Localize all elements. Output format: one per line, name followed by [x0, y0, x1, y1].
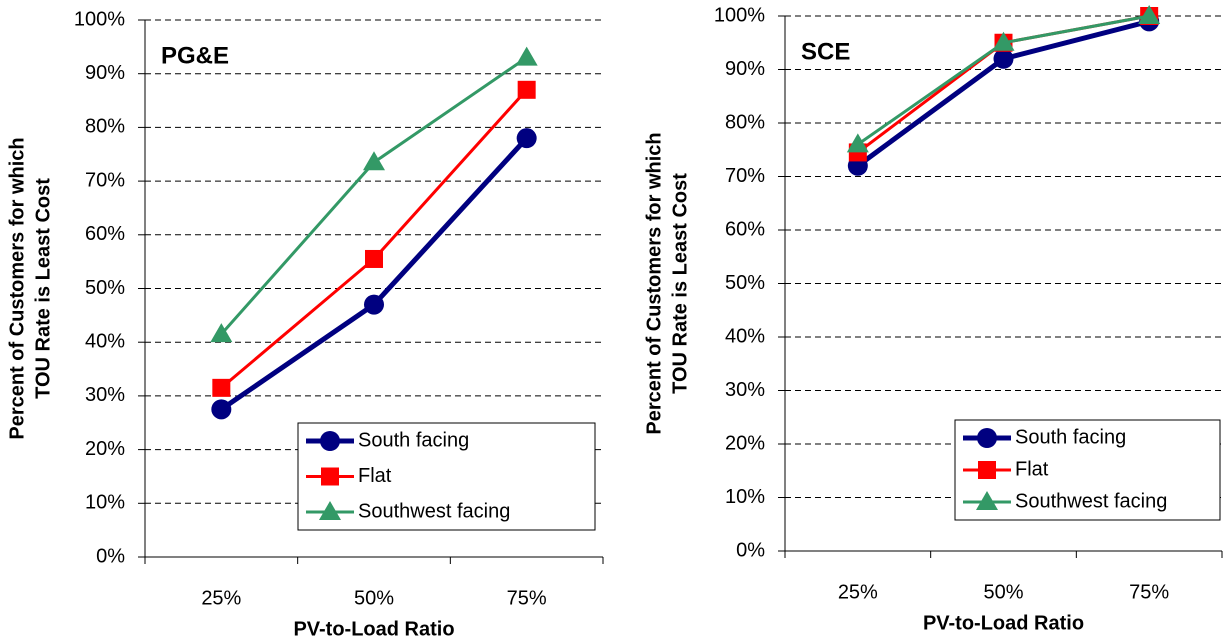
y-tick-label: 10%	[725, 486, 765, 508]
point	[992, 31, 1015, 51]
y-tick-label: 70%	[725, 165, 765, 187]
y-tick-label: 70%	[85, 169, 125, 191]
point	[363, 151, 385, 171]
y-axis-label: Percent of Customers for which	[6, 137, 28, 439]
y-tick-label: 80%	[725, 111, 765, 133]
y-tick-label: 10%	[85, 492, 125, 514]
y-tick-label: 60%	[85, 223, 125, 245]
x-axis-label: PV-to-Load Ratio	[293, 618, 454, 640]
point	[846, 133, 869, 153]
y-tick-label: 20%	[725, 432, 765, 454]
x-tick-label: 50%	[983, 581, 1023, 603]
legend-marker	[319, 501, 341, 520]
y-tick-label: 40%	[85, 330, 125, 352]
x-tick-label: 75%	[507, 587, 547, 609]
y-tick-label: 0%	[736, 539, 765, 561]
y-axis-label: TOU Rate is Least Cost	[32, 178, 54, 399]
point	[210, 323, 233, 343]
point	[1138, 5, 1161, 24]
line	[219, 136, 529, 412]
y-axis-label: TOU Rate is Least Cost	[669, 173, 691, 394]
line	[220, 88, 528, 389]
point	[515, 46, 538, 66]
annotation: SCE	[801, 38, 850, 65]
point	[517, 80, 536, 99]
point	[364, 294, 384, 315]
y-tick-label: 50%	[85, 277, 125, 299]
y-tick-label: 100%	[74, 8, 125, 30]
y-tick-label: 30%	[725, 379, 765, 401]
y-tick-label: 60%	[725, 218, 765, 240]
y-tick-label: 50%	[725, 272, 765, 294]
point	[365, 249, 383, 268]
annotation: PG&E	[161, 42, 229, 69]
y-tick-label: 80%	[85, 116, 125, 138]
y-tick-label: 100%	[714, 4, 765, 26]
legend-marker	[978, 461, 996, 479]
line	[220, 56, 528, 336]
y-tick-label: 40%	[725, 325, 765, 347]
y-tick-label: 20%	[85, 438, 125, 460]
chart: 0% 10% 20% 30% 40% 50% 60% 70% 80% 90% 100% 25% 50% 7…	[6, 8, 604, 640]
point	[516, 128, 537, 149]
x-tick-label: 75%	[1129, 581, 1169, 603]
y-tick-label: 30%	[85, 384, 125, 406]
legend-marker	[320, 431, 340, 451]
point	[993, 48, 1014, 69]
x-tick-label: 25%	[201, 587, 241, 609]
legend-marker	[976, 491, 998, 510]
x-tick-label: 25%	[838, 581, 878, 603]
y-tick-label: 90%	[725, 58, 765, 80]
legend-label: Flat	[358, 465, 392, 487]
legend-label: South facing	[358, 429, 469, 451]
legend-marker	[977, 428, 997, 448]
y-tick-label: 90%	[85, 62, 125, 84]
x-tick-label: 50%	[354, 587, 394, 609]
legend-label: Southwest facing	[1015, 490, 1167, 512]
legend-label: Southwest facing	[358, 500, 510, 522]
legend-label: Flat	[1015, 458, 1049, 480]
legend-label: South facing	[1015, 426, 1126, 448]
point	[211, 399, 232, 420]
chart: 0% 10% 20% 30% 40% 50% 60% 70% 80% 90% 100% 25% 50% 7…	[643, 4, 1223, 634]
legend-marker	[321, 467, 339, 486]
y-tick-label: 0%	[96, 545, 125, 567]
point	[212, 378, 231, 397]
x-axis-label: PV-to-Load Ratio	[923, 612, 1084, 634]
y-axis-label: Percent of Customers for which	[643, 132, 665, 434]
